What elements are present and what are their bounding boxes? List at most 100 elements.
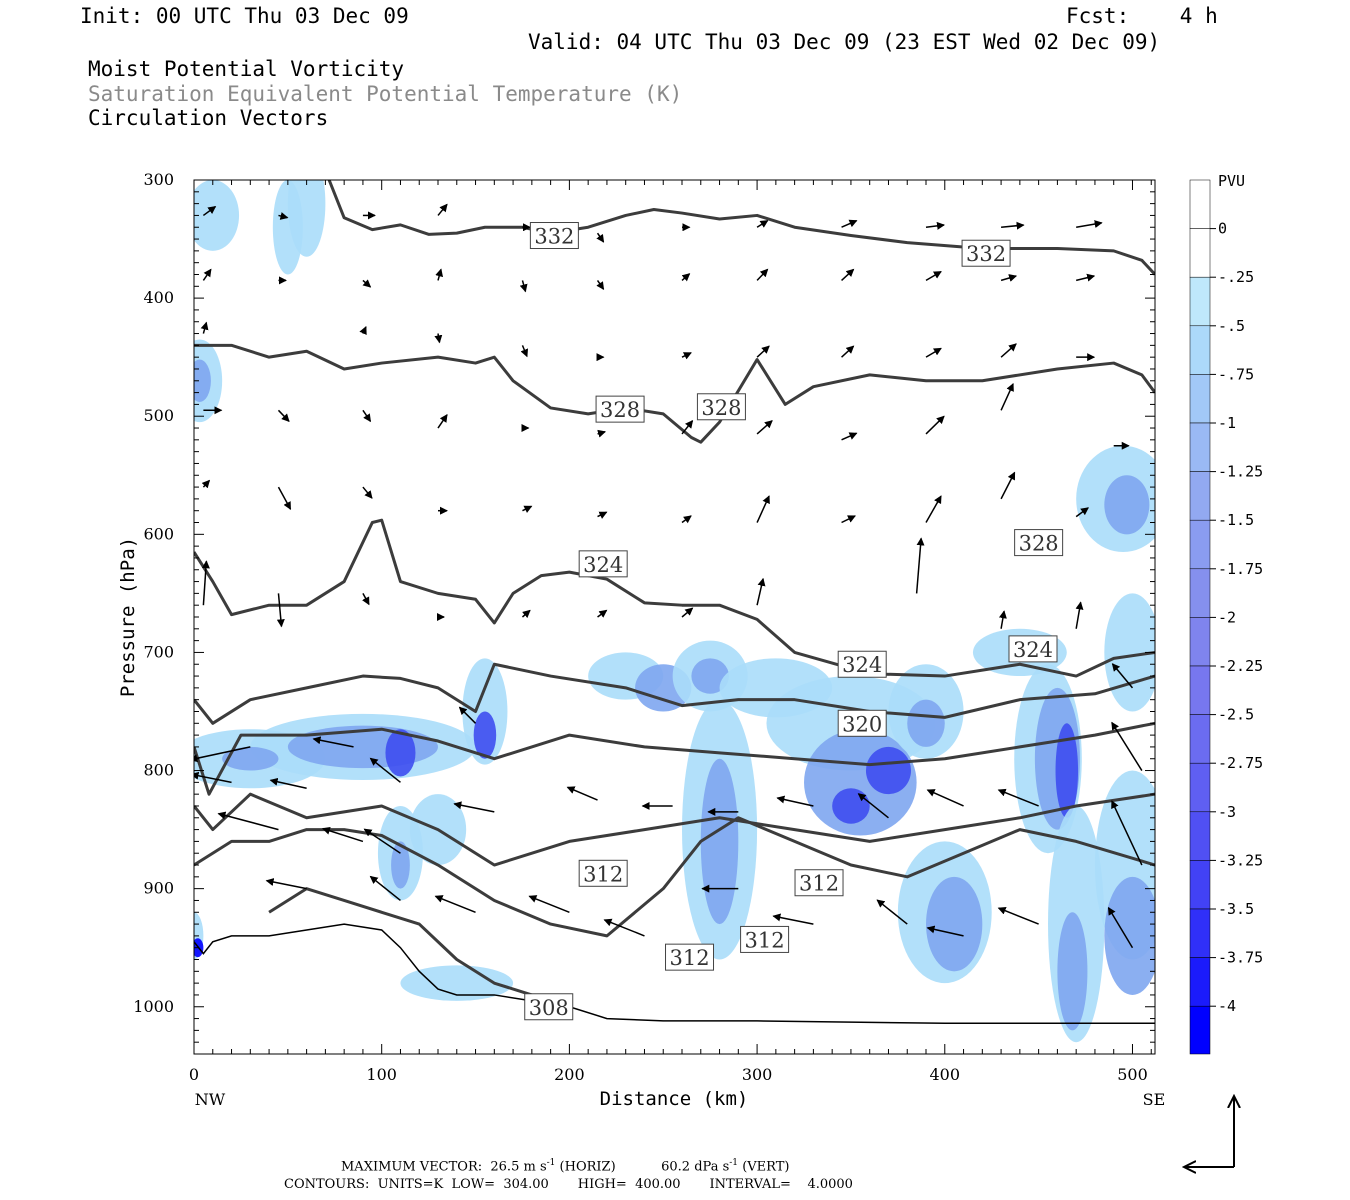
vector-arrow: [1000, 343, 1017, 358]
colorbar-cell: [1189, 957, 1211, 1007]
vector-arrow: [756, 495, 770, 523]
pv-blob: [691, 658, 729, 694]
colorbar-cell: [1189, 519, 1211, 570]
forecast-hour: Fcst: 4 h: [1066, 4, 1218, 28]
contour-label: 328: [701, 396, 741, 420]
vector-arrow: [194, 746, 251, 763]
colorbar-label: -1: [1218, 414, 1236, 432]
vector-arrow: [756, 577, 766, 606]
vector-arrow: [756, 220, 769, 228]
vector-arrow: [997, 788, 1039, 807]
horiz-unit: m s: [523, 1159, 547, 1175]
vector-arrow: [857, 793, 889, 819]
vector-arrow: [369, 757, 401, 783]
colorbar-label: -.75: [1218, 365, 1254, 383]
contour-label: 324: [583, 553, 623, 577]
vector-arrow: [925, 495, 942, 523]
pv-blob: [194, 180, 240, 251]
vector-arrow: [841, 515, 856, 524]
colorbar-label: -.5: [1218, 317, 1245, 335]
vector-arrow: [200, 321, 209, 334]
vector-arrow: [681, 419, 694, 435]
vector-arrow: [597, 511, 608, 519]
contour-label-box: [837, 650, 887, 678]
y-tick-label: 500: [143, 406, 174, 425]
vert-exp: -1: [729, 1158, 739, 1168]
colorbar-label: -2.25: [1218, 657, 1263, 675]
vector-arrow: [756, 420, 773, 435]
pv-blob: [865, 746, 911, 795]
terrain-line: [194, 923, 1155, 1025]
pv-blob: [1057, 912, 1088, 1031]
contour-label-box: [524, 993, 574, 1021]
colorbar-label: -1.75: [1218, 560, 1263, 578]
pv-blob: [907, 699, 945, 747]
y-tick-label: 1000: [133, 997, 174, 1016]
isentrope-324: [194, 518, 1155, 678]
vector-arrow: [925, 347, 942, 358]
vector-arrow: [277, 486, 292, 510]
vector-arrow: [926, 925, 964, 937]
contour-label-box: [696, 393, 746, 421]
field-title-thetae: Saturation Equivalent Potential Temperat…: [88, 82, 683, 106]
axes: 0 100 200 300 400 500 300 400 500 600 700 800 900 100…: [133, 170, 1155, 1084]
valid-time: Valid: 04 UTC Thu 03 Dec 09 (23 EST Wed …: [528, 30, 1161, 54]
vector-arrow: [435, 268, 444, 281]
vector-arrow: [681, 515, 692, 524]
isentrope-lower: [268, 887, 552, 1009]
horiz-tag: (HORIZ): [559, 1159, 616, 1175]
colorbar-cell: [1189, 179, 1211, 229]
y-tick-label: 400: [143, 288, 174, 307]
vector-arrow: [278, 212, 289, 220]
contour-label: 312: [583, 862, 623, 886]
vert-tag: (VERT): [742, 1159, 790, 1175]
vector-arrow: [1001, 221, 1025, 230]
vector-arrow: [276, 593, 285, 628]
vector-arrow: [277, 409, 290, 423]
colorbar-cell: [1189, 374, 1211, 424]
colorbar-cell: [1189, 228, 1211, 278]
vector-arrow: [434, 333, 443, 344]
y-tick-label: 800: [143, 761, 174, 780]
pv-blob: [287, 180, 326, 257]
isentrope-lower: [194, 662, 1155, 725]
pv-blob: [1055, 723, 1079, 818]
contour-label: 312: [669, 946, 709, 970]
contour-label-box: [961, 239, 1011, 267]
vector-arrow: [362, 279, 372, 288]
vector-arrow: [362, 409, 372, 423]
pv-blob: [385, 729, 416, 777]
x-tick-label: 400: [930, 1065, 961, 1084]
y-tick-label: 700: [143, 642, 174, 661]
pv-blob: [1104, 593, 1155, 712]
vector-arrow: [681, 273, 691, 282]
vector-arrow: [681, 607, 694, 618]
field-title-pv: Moist Potential Vorticity: [88, 57, 405, 81]
pv-blob: [1104, 475, 1150, 535]
vector-arrow: [369, 875, 401, 902]
colorbar-label: -4: [1218, 997, 1236, 1015]
y-axis-title: Pressure (hPa): [117, 537, 139, 697]
vector-arrow: [1000, 274, 1018, 282]
vector-arrow: [876, 899, 908, 925]
contour-label-box: [578, 550, 628, 578]
vector-arrow: [312, 736, 354, 748]
contour-label-box: [794, 869, 844, 897]
colorbar-label: -3.75: [1218, 949, 1263, 967]
contour-label: 328: [600, 398, 640, 422]
vector-arrow: [321, 826, 364, 843]
contour-label-box: [595, 395, 645, 423]
vector-arrow: [841, 345, 855, 358]
contour-labels: 332 332 328 328 328 324 324 324 320 312 312 312 312 3…: [524, 222, 1064, 1021]
colorbar-label: -3.25: [1218, 851, 1263, 869]
circulation-vectors: [194, 203, 1143, 949]
contour-label-box: [1014, 529, 1064, 557]
pv-blob: [473, 711, 497, 759]
max-vector-line: MAXIMUM VECTOR: 26.5 m s-1 (HORIZ) 60.2 …: [341, 1158, 789, 1174]
horiz-value: 26.5: [490, 1159, 520, 1175]
x-tick-label: 100: [366, 1065, 397, 1084]
vector-arrow: [519, 280, 528, 293]
vector-arrow: [437, 203, 448, 216]
colorbar-cell: [1189, 811, 1211, 861]
vector-arrow: [362, 486, 373, 499]
